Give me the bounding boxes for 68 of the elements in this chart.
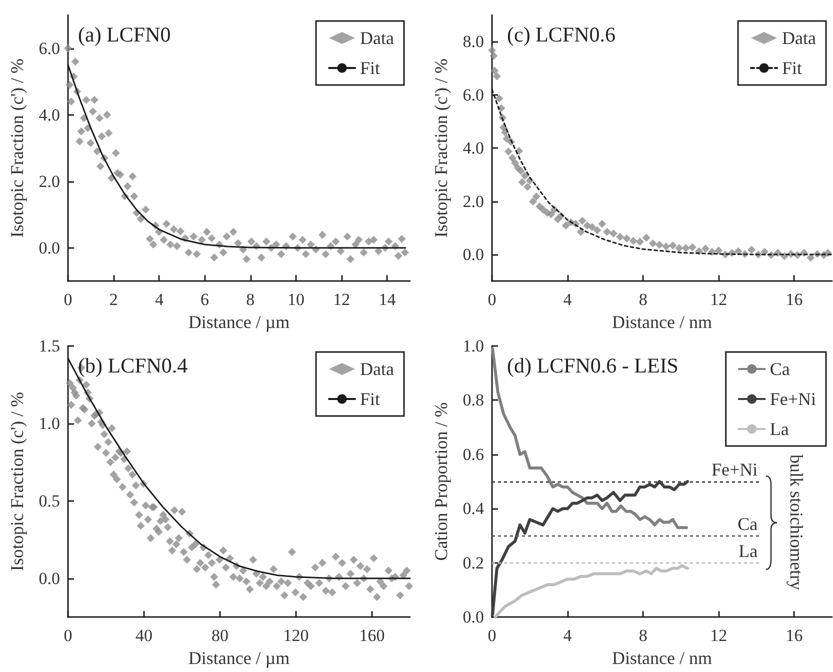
x-tick-label: 8 xyxy=(638,290,648,310)
y-tick-label: 6.0 xyxy=(462,85,484,104)
legend-label: Data xyxy=(360,359,394,379)
x-tick-label: 0 xyxy=(64,290,72,310)
chart-title: (b) LCFN0.4 xyxy=(78,354,188,378)
x-tick-label: 0 xyxy=(488,626,496,646)
y-tick-label: 6.0 xyxy=(38,38,60,58)
x-tick-label: 12 xyxy=(710,626,728,646)
legend-label: Fit xyxy=(782,58,802,78)
x-tick-label: 4 xyxy=(563,626,572,646)
y-tick-label: 0.8 xyxy=(462,390,484,410)
y-tick-label: 1.5 xyxy=(38,336,60,356)
y-tick-label: 4.0 xyxy=(38,105,60,124)
x-tick-label: 160 xyxy=(359,626,385,646)
x-tick-label: 80 xyxy=(212,626,228,646)
x-tick-label: 2 xyxy=(109,290,118,310)
y-tick-label: 0.4 xyxy=(462,499,484,518)
chart-title: (d) LCFN0.6 - LEIS xyxy=(507,354,678,378)
y-tick-label: 4.0 xyxy=(462,138,484,158)
x-tick-label: 4 xyxy=(154,290,164,310)
legend-label: Fit xyxy=(360,389,380,409)
y-tick-label: 0.6 xyxy=(462,444,484,464)
chart-title: (a) LCFN0 xyxy=(78,22,171,46)
y-tick-label: 2.0 xyxy=(38,172,60,191)
ref-line-label: La xyxy=(738,540,758,561)
y-axis-title: Isotopic Fraction (c') / % xyxy=(7,58,27,238)
y-axis-title: Cation Proportion / % xyxy=(431,402,451,561)
y-tick-label: 0.0 xyxy=(462,244,484,264)
y-tick-label: 2.0 xyxy=(462,192,484,211)
legend-label: La xyxy=(770,419,789,439)
x-tick-label: 14 xyxy=(378,290,396,310)
x-tick-label: 16 xyxy=(786,290,803,310)
line-series xyxy=(491,347,688,530)
legend-label: Fit xyxy=(360,58,380,78)
x-axis-title: Distance / µm xyxy=(188,312,290,332)
y-axis-title: Isotopic Fraction (c') / % xyxy=(431,58,451,238)
y-tick-label: 0.0 xyxy=(462,608,484,627)
x-tick-label: 8 xyxy=(246,290,255,310)
y-tick-label: 0.0 xyxy=(38,568,60,588)
x-tick-label: 0 xyxy=(64,626,72,646)
x-tick-label: 10 xyxy=(288,290,304,310)
x-tick-label: 40 xyxy=(136,626,152,646)
ref-line-label: Fe+Ni xyxy=(711,460,758,480)
y-tick-label: 1.0 xyxy=(38,414,60,433)
y-axis-title: Isotopic Fraction (c') / % xyxy=(7,392,27,572)
y-tick-label: 8.0 xyxy=(462,32,484,52)
y-tick-label: 0.2 xyxy=(462,553,484,572)
x-tick-label: 6 xyxy=(200,290,210,310)
ref-line-label: Ca xyxy=(738,514,758,534)
y-tick-label: 1.0 xyxy=(462,336,484,356)
x-tick-label: 12 xyxy=(710,290,728,310)
legend-label: Fe+Ni xyxy=(770,389,816,409)
x-axis-title: Distance / nm xyxy=(612,648,712,668)
chart-title: (c) LCFN0.6 xyxy=(507,22,616,46)
legend-label: Data xyxy=(782,28,816,48)
x-tick-label: 12 xyxy=(333,290,350,310)
x-tick-label: 120 xyxy=(283,626,309,646)
x-axis-title: Distance / nm xyxy=(612,312,712,332)
x-tick-label: 16 xyxy=(786,626,803,646)
x-tick-label: 0 xyxy=(488,290,496,310)
y-tick-label: 0.0 xyxy=(38,238,60,258)
x-tick-label: 4 xyxy=(563,290,572,310)
y-tick-label: 0.5 xyxy=(38,491,60,510)
legend-label: Ca xyxy=(770,359,790,379)
x-tick-label: 8 xyxy=(638,626,648,646)
legend-label: Data xyxy=(360,28,394,48)
annotation: bulk stoichiometry xyxy=(786,454,807,590)
x-axis-title: Distance / µm xyxy=(188,648,290,668)
